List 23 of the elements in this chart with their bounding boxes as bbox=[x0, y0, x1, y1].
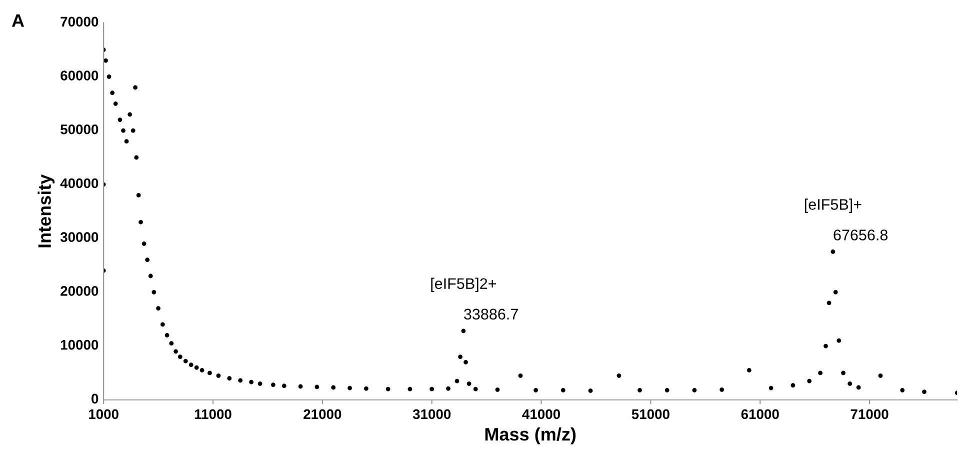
y-tick-label: 10000 bbox=[60, 340, 98, 350]
annotation: 33886.7 bbox=[464, 308, 518, 320]
y-tick-label: 20000 bbox=[60, 286, 98, 296]
x-tick-label: 11000 bbox=[194, 409, 232, 420]
x-axis-title: Mass (m/z) bbox=[485, 427, 576, 444]
annotation: [eIF5B]2+ bbox=[431, 278, 496, 292]
x-tick-label: 31000 bbox=[412, 409, 451, 420]
x-tick-label: 41000 bbox=[522, 409, 560, 420]
x-tick-label: 61000 bbox=[741, 409, 779, 420]
x-tick-label: 71000 bbox=[850, 409, 888, 420]
x-tick-label: 21000 bbox=[304, 409, 342, 420]
annotation: [eIF5B]+ bbox=[804, 198, 862, 213]
y-tick-label: 60000 bbox=[60, 70, 98, 80]
annotation: 67656.8 bbox=[834, 230, 888, 240]
y-tick-label: 30000 bbox=[60, 232, 98, 242]
y-tick-label: 50000 bbox=[60, 124, 98, 134]
x-tick-label: 51000 bbox=[632, 409, 670, 420]
x-tick-label: 1000 bbox=[89, 409, 118, 420]
text: A bbox=[12, 14, 24, 27]
y-axis-title: Intensity bbox=[38, 174, 55, 248]
y-tick-label: 0 bbox=[92, 394, 98, 404]
y-tick-label: 40000 bbox=[60, 178, 98, 188]
y-tick-label: 70000 bbox=[60, 16, 98, 27]
